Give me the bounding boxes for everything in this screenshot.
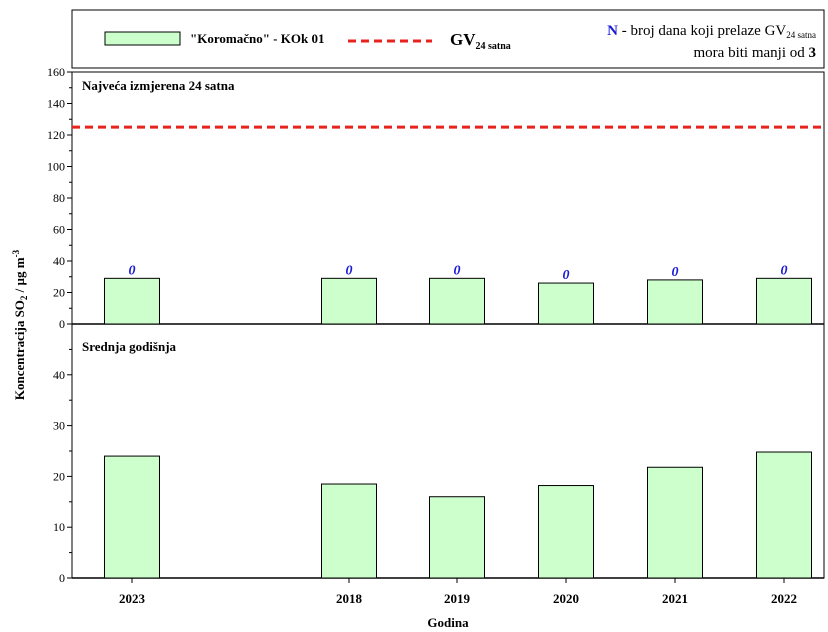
- x-tick-label: 2018: [336, 591, 363, 606]
- panel-0-ytick-label: 40: [53, 254, 65, 268]
- panel-1-ytick-label: 20: [53, 469, 65, 483]
- y-axis-label-main: Koncentracija SO: [12, 300, 27, 400]
- panel-0-n-label: 0: [454, 263, 461, 278]
- legend-gv-label: GV24 satna: [450, 30, 511, 52]
- panel-0-bar: [321, 277, 377, 325]
- legend-box: [71, 9, 825, 69]
- legend-note-text2: mora biti manji od: [694, 45, 809, 61]
- panel-1-bar: [756, 451, 812, 579]
- panel-0-bar: [538, 282, 594, 325]
- legend-gv-main: GV: [450, 30, 476, 49]
- panel-1-ytick-label: 40: [53, 368, 65, 382]
- legend-gv-sub: 24 satna: [476, 41, 511, 52]
- legend-series-name: "Koromačno" - KOk 01: [190, 31, 324, 46]
- panel-0-ytick-label: 60: [53, 223, 65, 237]
- panel-0-n-label: 0: [563, 268, 570, 283]
- panel-title-top: Najveća izmjerena 24 satna: [82, 78, 235, 93]
- legend-note-bold: 3: [809, 45, 817, 61]
- panel-0-n-label: 0: [346, 263, 353, 278]
- y-axis-label-sup: -3: [11, 249, 21, 257]
- panel-0-ytick-label: 20: [53, 286, 65, 300]
- legend-note-line2: mora biti manji od 3: [694, 45, 816, 61]
- x-tick-label: 2022: [771, 591, 797, 606]
- y-axis-label-unit: / µg m: [12, 257, 27, 295]
- panel-0-ytick-label: 100: [47, 160, 65, 174]
- panel-0-ytick-label: 160: [47, 65, 65, 79]
- panel-1-bar: [321, 483, 377, 579]
- panel-1-bar: [104, 455, 160, 579]
- x-tick-label: 2021: [662, 591, 688, 606]
- y-axis-label: Koncentracija SO2 / µg m-3: [11, 249, 29, 400]
- panel-0-bar: [647, 279, 703, 325]
- x-tick-label: 2020: [553, 591, 579, 606]
- panel-1-ytick-label: 0: [59, 571, 65, 585]
- panel-title-bottom: Srednja godišnja: [82, 339, 177, 354]
- panel-0-bar: [756, 277, 812, 325]
- panel-1-bar: [647, 466, 703, 579]
- panel-0-bar: [429, 277, 485, 325]
- panel-1-ytick-label: 10: [53, 520, 65, 534]
- x-axis-label: Godina: [427, 615, 469, 630]
- panel-0-ytick-label: 0: [59, 317, 65, 331]
- panel-1-bar: [538, 485, 594, 579]
- panel-0-ytick-label: 80: [53, 191, 65, 205]
- legend-note-sub: 24 satna: [786, 30, 816, 40]
- legend-swatch: [104, 31, 181, 46]
- legend-note-n: N: [607, 23, 618, 39]
- panel-0-n-label: 0: [129, 263, 136, 278]
- legend-note-text1: - broj dana koji prelaze GV: [618, 23, 786, 39]
- panel-0-bar: [104, 277, 160, 325]
- panel-0-n-label: 0: [672, 265, 679, 280]
- x-tick-label: 2019: [444, 591, 471, 606]
- x-tick-label: 2023: [119, 591, 146, 606]
- panel-1-ytick-label: 30: [53, 419, 65, 433]
- panel-0-ytick-label: 140: [47, 97, 65, 111]
- panel-0-ytick-label: 120: [47, 128, 65, 142]
- panel-0-n-label: 0: [781, 263, 788, 278]
- y-axis-label-sub: 2: [19, 295, 29, 300]
- legend-note-line1: N - broj dana koji prelaze GV24 satna: [607, 23, 816, 40]
- panel-1-bar: [429, 496, 485, 579]
